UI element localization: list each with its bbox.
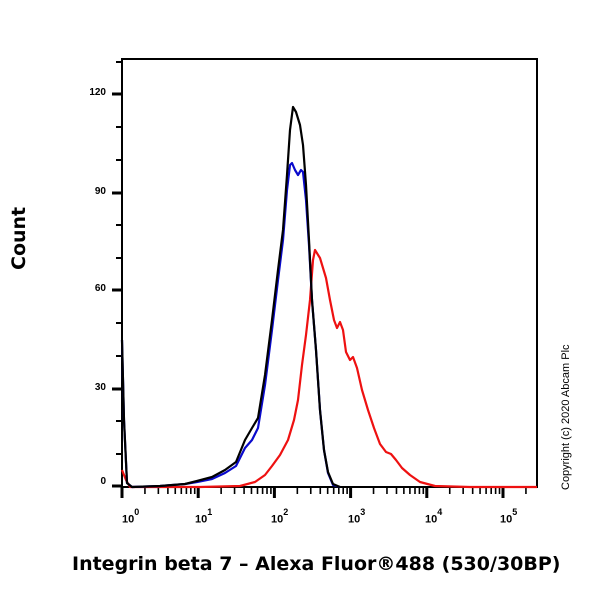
red-histogram-curve <box>120 248 537 489</box>
x-tick-label: 102 <box>271 507 289 526</box>
y-tick-label: 0 <box>100 476 106 487</box>
copyright-text: Copyright (c) 2020 Abcam Plc <box>560 344 572 490</box>
x-tick-label: 105 <box>500 507 518 526</box>
y-tick-label: 30 <box>94 382 106 393</box>
y-axis-label: Count <box>8 206 30 270</box>
y-tick-label: 60 <box>94 283 106 294</box>
x-tick-label: 103 <box>348 507 366 526</box>
black-histogram-curve <box>120 105 341 489</box>
x-tick-label: 104 <box>425 507 443 526</box>
x-tick-label: 101 <box>195 507 213 526</box>
x-tick-label: 100 <box>122 507 140 526</box>
plot-frame <box>121 58 538 488</box>
y-axis-ticks <box>112 61 122 488</box>
y-tick-label: 90 <box>94 186 106 197</box>
x-axis-ticks <box>120 487 527 498</box>
y-tick-label: 120 <box>89 87 106 98</box>
x-axis-label: Integrin beta 7 – Alexa Fluor®488 (530/3… <box>72 553 561 575</box>
